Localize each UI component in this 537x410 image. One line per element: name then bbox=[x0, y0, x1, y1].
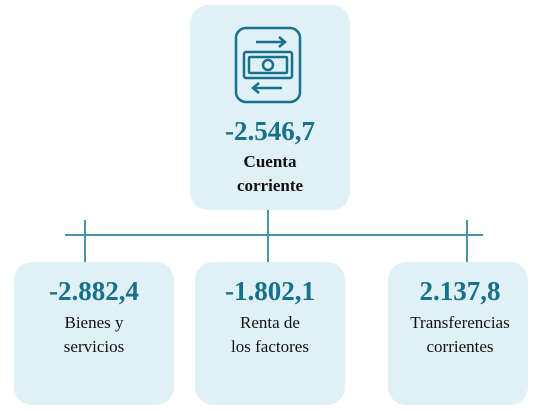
node-value: -2.882,4 bbox=[49, 276, 139, 306]
connectors bbox=[65, 210, 483, 262]
node-label: Bienes y bbox=[64, 313, 124, 332]
node-box bbox=[190, 5, 350, 210]
node-label: servicios bbox=[64, 337, 124, 356]
node-label: corrientes bbox=[426, 337, 493, 356]
node-value: 2.137,8 bbox=[420, 276, 501, 306]
node-value: -1.802,1 bbox=[225, 276, 315, 306]
node-label: Transferencias bbox=[410, 313, 509, 332]
node-texts: -2.546,7 Cuenta corriente -2.882,4 Biene… bbox=[49, 116, 510, 356]
node-box bbox=[388, 262, 528, 405]
node-label: Cuenta bbox=[244, 152, 297, 171]
node-label: los factores bbox=[231, 337, 309, 356]
node-box bbox=[14, 262, 174, 405]
node-label: corriente bbox=[237, 176, 304, 195]
node-label: Renta de bbox=[240, 313, 300, 332]
node-value: -2.546,7 bbox=[225, 116, 315, 146]
node-box bbox=[195, 262, 345, 405]
money-icon bbox=[234, 26, 302, 104]
